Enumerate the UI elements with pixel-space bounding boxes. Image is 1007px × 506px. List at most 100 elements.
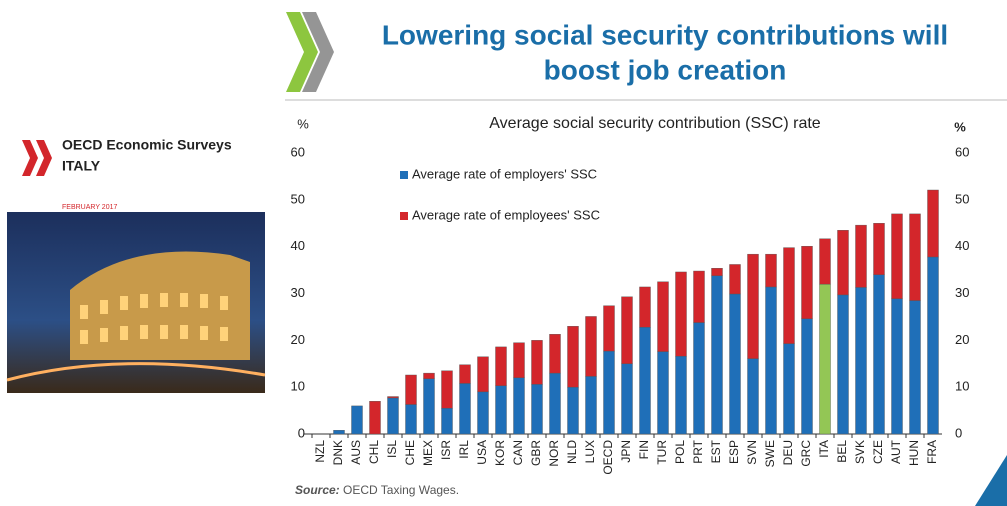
bar-segment <box>783 247 795 344</box>
x-tick-label: FRA <box>925 440 939 464</box>
bar-segment <box>909 213 921 301</box>
bar-segment <box>693 270 705 323</box>
x-tick-label: NLD <box>565 440 579 464</box>
bar-segment <box>765 253 777 288</box>
y-tick-label: 0 <box>298 425 305 440</box>
bar-segment <box>837 230 849 296</box>
bar-segment <box>675 356 687 435</box>
x-tick-label: SVN <box>745 440 759 465</box>
bar-segment <box>855 287 867 435</box>
x-tick-label: LUX <box>583 440 597 463</box>
y-tick-label: 20 <box>291 332 305 347</box>
x-tick-label: EST <box>709 439 723 463</box>
source-label: Source: <box>295 483 340 497</box>
y2-tick-label: 0 <box>955 425 962 440</box>
legend-swatch <box>400 212 408 220</box>
x-tick-label: KOR <box>493 440 507 466</box>
x-tick-label: AUT <box>889 439 903 464</box>
bar-segment <box>531 340 543 385</box>
bar-segment <box>819 238 831 285</box>
bar-segment <box>333 430 345 435</box>
bar-segment <box>747 253 759 359</box>
bar-segment <box>855 224 867 288</box>
x-tick-label: POL <box>673 440 687 464</box>
y-tick-label: 40 <box>291 238 305 253</box>
bar-segment <box>837 294 849 435</box>
cover-date: FEBRUARY 2017 <box>62 204 117 211</box>
legend-label: Average rate of employers' SSC <box>412 166 597 181</box>
y2-axis-unit: % <box>954 119 966 134</box>
bar-segment <box>711 275 723 435</box>
bar-segment <box>585 316 597 377</box>
x-tick-label: NOR <box>547 440 561 467</box>
bar-segment <box>909 300 921 435</box>
bar-segment <box>621 296 633 364</box>
y2-tick-label: 40 <box>955 238 969 253</box>
x-tick-label: GBR <box>529 440 543 466</box>
x-tick-label: MEX <box>421 440 435 466</box>
y-tick-label: 50 <box>291 191 305 206</box>
x-tick-label: SVK <box>853 440 867 464</box>
bar-segment <box>495 346 507 386</box>
bar-segment <box>441 408 453 435</box>
y-tick-label: 30 <box>291 285 305 300</box>
bar-segment <box>891 213 903 299</box>
cover-country: ITALY <box>62 158 101 174</box>
bar-segment <box>441 370 453 409</box>
x-tick-label: TUR <box>655 440 669 465</box>
x-tick-label: CAN <box>511 440 525 465</box>
bar-segment <box>603 305 615 352</box>
x-tick-label: ITA <box>817 440 831 458</box>
bar-segment <box>423 378 435 435</box>
bar-segment <box>801 318 813 435</box>
bar-segment <box>567 326 579 388</box>
bar-segment <box>423 372 435 379</box>
cover-series: OECD Economic Surveys <box>62 137 232 153</box>
legend-swatch <box>400 171 408 179</box>
bar-segment <box>387 397 399 435</box>
x-tick-label: ESP <box>727 440 741 464</box>
corner-decoration <box>975 455 1007 506</box>
bar-segment <box>567 386 579 435</box>
bar-segment <box>729 293 741 435</box>
slide-title: boost job creation <box>544 54 787 85</box>
bar-segment <box>603 350 615 435</box>
y2-tick-label: 10 <box>955 379 969 394</box>
bar-segment <box>549 334 561 374</box>
legend-label: Average rate of employees' SSC <box>412 207 600 222</box>
bar-segment <box>585 376 597 435</box>
x-tick-label: PRT <box>691 439 705 463</box>
bar-segment <box>477 391 489 435</box>
bar-segment <box>873 223 885 275</box>
bar-segment <box>927 256 939 435</box>
bar-segment <box>783 343 795 435</box>
cover-logo <box>36 140 52 176</box>
bar-segment <box>621 363 633 435</box>
bar-segment <box>549 372 561 435</box>
light-trail <box>6 362 266 382</box>
x-tick-label: DEU <box>781 440 795 465</box>
bar-segment <box>477 356 489 393</box>
bar-segment <box>639 327 651 435</box>
bar-segment <box>387 396 399 399</box>
y-tick-label: 10 <box>291 379 305 394</box>
x-tick-label: USA <box>475 440 489 465</box>
bar-segment <box>459 364 471 384</box>
bar-segment <box>639 286 651 328</box>
y2-tick-label: 30 <box>955 285 969 300</box>
bar-segment <box>747 358 759 435</box>
x-tick-label: AUS <box>349 440 363 465</box>
x-tick-label: CHL <box>367 440 381 464</box>
x-tick-label: ISR <box>439 440 453 460</box>
bar-segment <box>531 384 543 435</box>
source-text: OECD Taxing Wages. <box>343 483 459 497</box>
bar-segment <box>765 286 777 435</box>
x-tick-label: IRL <box>457 440 471 459</box>
cover-logo <box>22 140 38 176</box>
x-tick-label: DNK <box>331 440 345 465</box>
slide-title: Lowering social security contributions w… <box>382 19 948 50</box>
bar-segment <box>873 274 885 435</box>
chart: Average social security contribution (SS… <box>291 115 970 474</box>
x-tick-label: SWE <box>763 440 777 467</box>
